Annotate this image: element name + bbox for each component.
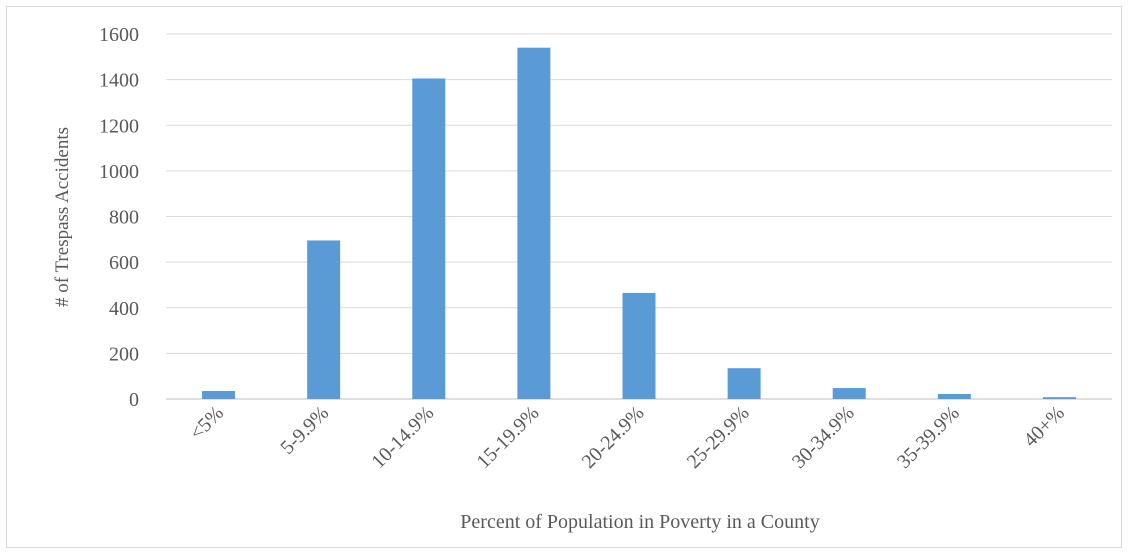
- x-axis-ticks: <5% 5-9.9% 10-14.9% 15-19.9% 20-24.9% 25-29.9…: [186, 402, 1069, 473]
- x-tick-label: 25-29.9%: [683, 402, 754, 473]
- y-tick-label: 200: [109, 343, 139, 365]
- y-tick-label: 1400: [99, 70, 139, 92]
- x-tick-label: 30-34.9%: [788, 402, 859, 473]
- y-tick-label: 400: [109, 298, 139, 320]
- chart-frame: [6, 6, 1122, 548]
- y-tick-label: 1000: [99, 161, 139, 183]
- bar: [202, 391, 236, 399]
- bar: [307, 240, 341, 399]
- bar: [412, 78, 446, 399]
- bar: [937, 393, 971, 399]
- x-axis-label: Percent of Population in Poverty in a Co…: [460, 511, 819, 533]
- x-tick-label: 35-39.9%: [893, 402, 964, 473]
- bar: [622, 292, 656, 399]
- bars: [202, 47, 1076, 399]
- y-tick-label: 1200: [99, 115, 139, 137]
- bar: [727, 368, 761, 399]
- x-tick-label: 15-19.9%: [472, 402, 543, 473]
- y-axis-ticks: 0 200 400 600 800 1000 1200 1400 1600: [99, 24, 139, 411]
- bar: [517, 47, 551, 399]
- y-tick-label: 600: [109, 252, 139, 274]
- x-tick-label: 40+%: [1020, 402, 1069, 451]
- x-tick-label: 20-24.9%: [578, 402, 649, 473]
- y-tick-label: 1600: [99, 24, 139, 46]
- y-axis-label: # of Trespass Accidents: [52, 127, 73, 307]
- x-tick-label: <5%: [186, 402, 228, 444]
- y-tick-label: 800: [109, 207, 139, 229]
- x-tick-label: 5-9.9%: [276, 402, 333, 459]
- bar: [832, 388, 866, 399]
- y-tick-label: 0: [129, 389, 139, 411]
- bar: [1042, 397, 1076, 399]
- x-tick-label: 10-14.9%: [367, 402, 438, 473]
